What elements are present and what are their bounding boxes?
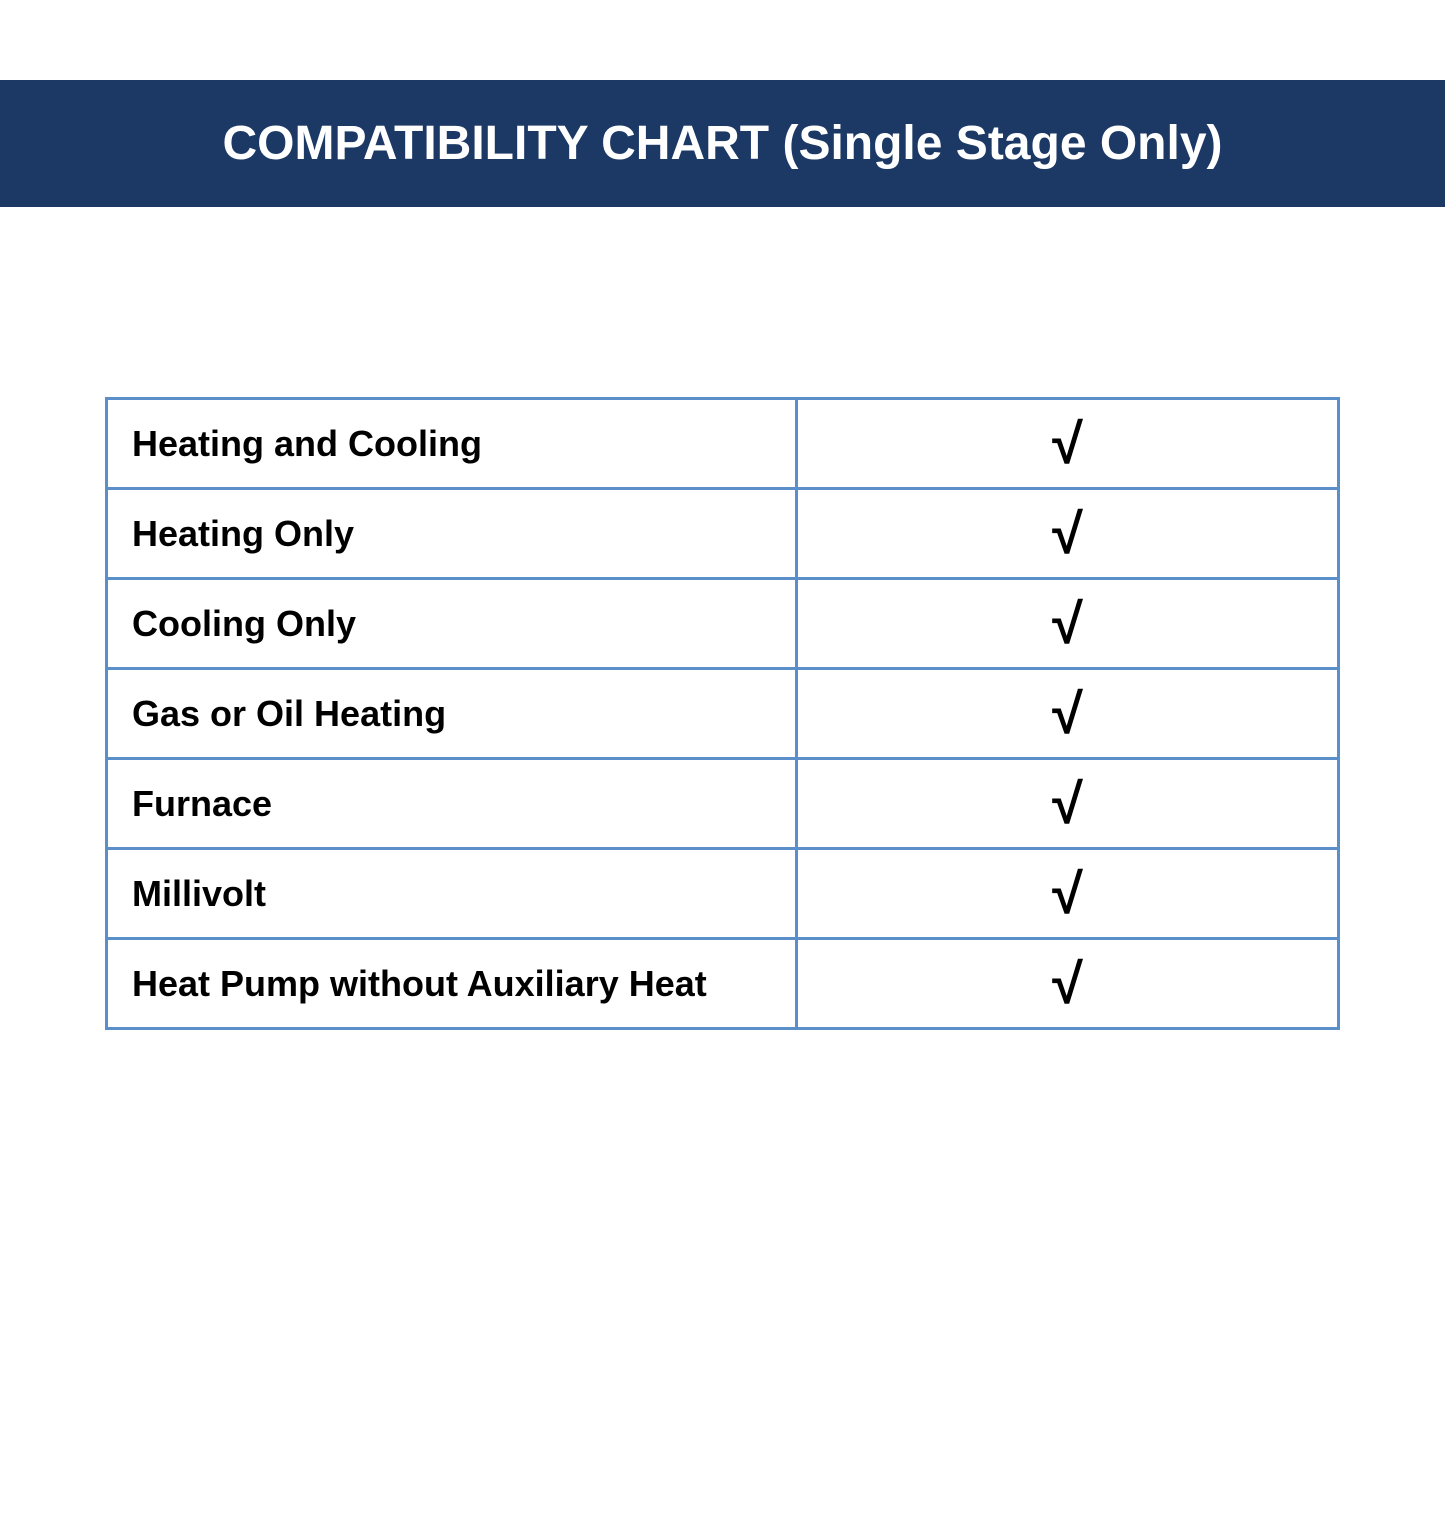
row-label: Cooling Only bbox=[107, 579, 797, 669]
row-check: √ bbox=[796, 489, 1338, 579]
row-check: √ bbox=[796, 849, 1338, 939]
row-label: Heating Only bbox=[107, 489, 797, 579]
chart-title: COMPATIBILITY CHART (Single Stage Only) bbox=[222, 117, 1222, 170]
row-check: √ bbox=[796, 579, 1338, 669]
row-check: √ bbox=[796, 399, 1338, 489]
compat-table-container: Heating and Cooling √ Heating Only √ Coo… bbox=[105, 397, 1340, 1030]
chart-title-bar: COMPATIBILITY CHART (Single Stage Only) bbox=[0, 80, 1445, 207]
row-label: Furnace bbox=[107, 759, 797, 849]
table-row: Heating Only √ bbox=[107, 489, 1339, 579]
table-row: Heat Pump without Auxiliary Heat √ bbox=[107, 939, 1339, 1029]
table-row: Heating and Cooling √ bbox=[107, 399, 1339, 489]
compat-table: Heating and Cooling √ Heating Only √ Coo… bbox=[105, 397, 1340, 1030]
table-row: Furnace √ bbox=[107, 759, 1339, 849]
row-check: √ bbox=[796, 759, 1338, 849]
row-check: √ bbox=[796, 669, 1338, 759]
row-check: √ bbox=[796, 939, 1338, 1029]
row-label: Gas or Oil Heating bbox=[107, 669, 797, 759]
row-label: Heat Pump without Auxiliary Heat bbox=[107, 939, 797, 1029]
row-label: Millivolt bbox=[107, 849, 797, 939]
table-row: Millivolt √ bbox=[107, 849, 1339, 939]
table-row: Gas or Oil Heating √ bbox=[107, 669, 1339, 759]
table-row: Cooling Only √ bbox=[107, 579, 1339, 669]
row-label: Heating and Cooling bbox=[107, 399, 797, 489]
